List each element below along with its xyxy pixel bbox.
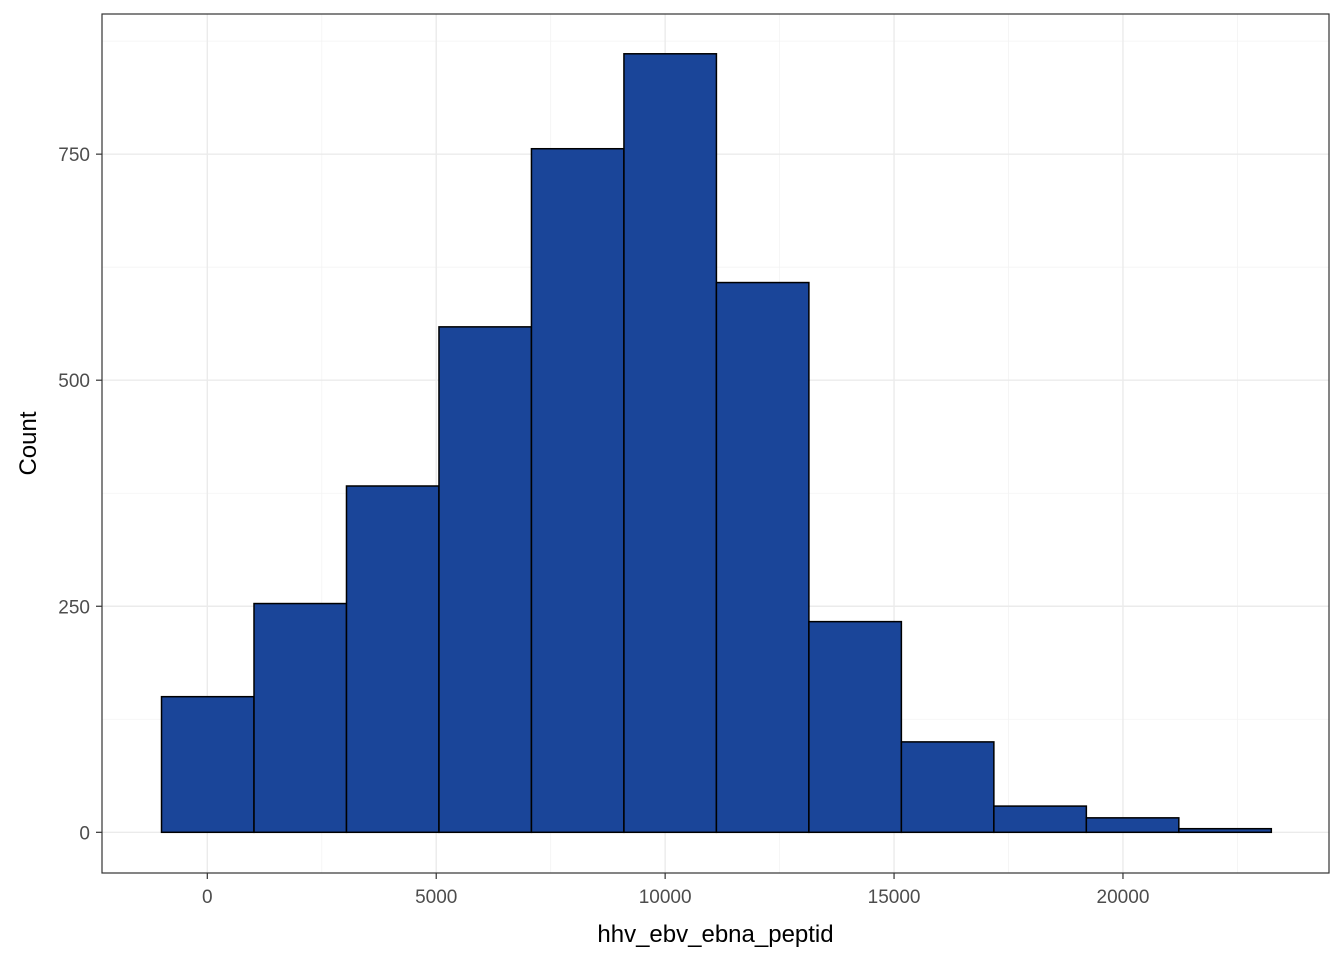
x-tick-label: 5000 [415,887,457,908]
panel-border [101,13,1330,874]
histogram-bars [160,53,1273,834]
y-tick-label: 750 [58,145,90,166]
histogram-bar [253,602,348,834]
histogram-bar [530,147,625,834]
x-tick-label: 20000 [1097,887,1150,908]
histogram-bar [438,326,533,834]
histogram-bar [623,53,718,834]
histogram-bar [715,281,810,834]
histogram-bar [993,805,1088,834]
y-tick-label: 500 [58,371,90,392]
x-tick-label: 15000 [868,887,921,908]
histogram-bar [345,485,440,834]
x-tick-label: 10000 [639,887,692,908]
histogram-bar [808,620,903,834]
x-axis-title: hhv_ebv_ebna_peptid [597,921,833,948]
x-tick-label: 0 [202,887,213,908]
y-tick-label: 250 [58,597,90,618]
y-axis-title: Count [15,411,42,475]
histogram-bar [1178,827,1273,834]
histogram-bar [1085,817,1180,834]
y-axis: 0 250 500 750 [58,145,102,844]
y-tick-label: 0 [79,823,90,844]
histogram-bar [900,741,995,834]
histogram-bar [160,695,255,834]
x-axis: 0 5000 10000 15000 20000 [202,873,1149,908]
